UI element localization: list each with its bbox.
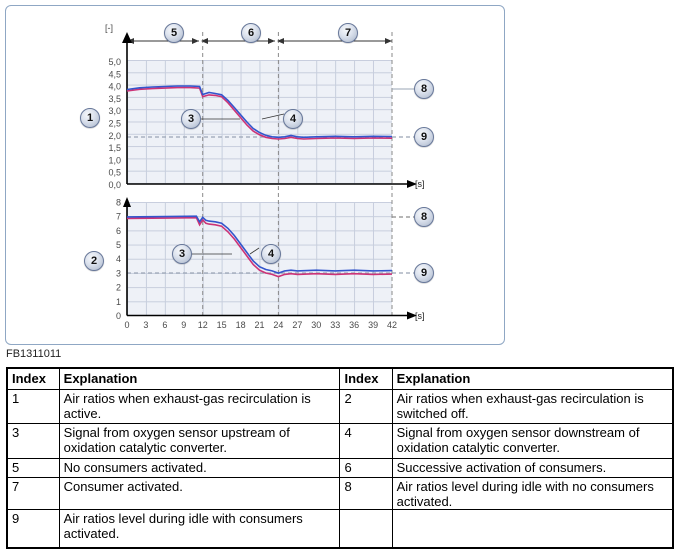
svg-text:12: 12 <box>198 320 208 330</box>
svg-text:30: 30 <box>311 320 321 330</box>
svg-text:2,0: 2,0 <box>108 131 121 141</box>
svg-text:3: 3 <box>143 320 148 330</box>
svg-text:15: 15 <box>217 320 227 330</box>
svg-text:2,5: 2,5 <box>108 119 121 129</box>
svg-text:[-]: [-] <box>105 23 113 33</box>
svg-text:4: 4 <box>116 254 121 264</box>
svg-text:0,5: 0,5 <box>108 168 121 178</box>
svg-text:18: 18 <box>236 320 246 330</box>
svg-text:33: 33 <box>330 320 340 330</box>
svg-text:5: 5 <box>116 240 121 250</box>
svg-text:0,0: 0,0 <box>108 180 121 190</box>
svg-text:[s]: [s] <box>415 311 425 321</box>
svg-text:39: 39 <box>368 320 378 330</box>
svg-text:36: 36 <box>349 320 359 330</box>
svg-text:1: 1 <box>116 297 121 307</box>
svg-text:27: 27 <box>292 320 302 330</box>
svg-text:1,0: 1,0 <box>108 155 121 165</box>
svg-text:4,5: 4,5 <box>108 69 121 79</box>
svg-text:6: 6 <box>162 320 167 330</box>
svg-text:7: 7 <box>116 212 121 222</box>
svg-text:4,0: 4,0 <box>108 82 121 92</box>
svg-text:3: 3 <box>116 268 121 278</box>
svg-text:9: 9 <box>181 320 186 330</box>
svg-text:2: 2 <box>116 283 121 293</box>
svg-text:1,5: 1,5 <box>108 143 121 153</box>
svg-text:24: 24 <box>273 320 283 330</box>
svg-text:0: 0 <box>116 311 121 321</box>
svg-text:6: 6 <box>116 226 121 236</box>
svg-text:8: 8 <box>116 198 121 208</box>
svg-text:21: 21 <box>254 320 264 330</box>
svg-text:5,0: 5,0 <box>108 57 121 67</box>
svg-text:42: 42 <box>387 320 397 330</box>
svg-text:3,5: 3,5 <box>108 94 121 104</box>
svg-text:3,0: 3,0 <box>108 106 121 116</box>
svg-text:0: 0 <box>124 320 129 330</box>
